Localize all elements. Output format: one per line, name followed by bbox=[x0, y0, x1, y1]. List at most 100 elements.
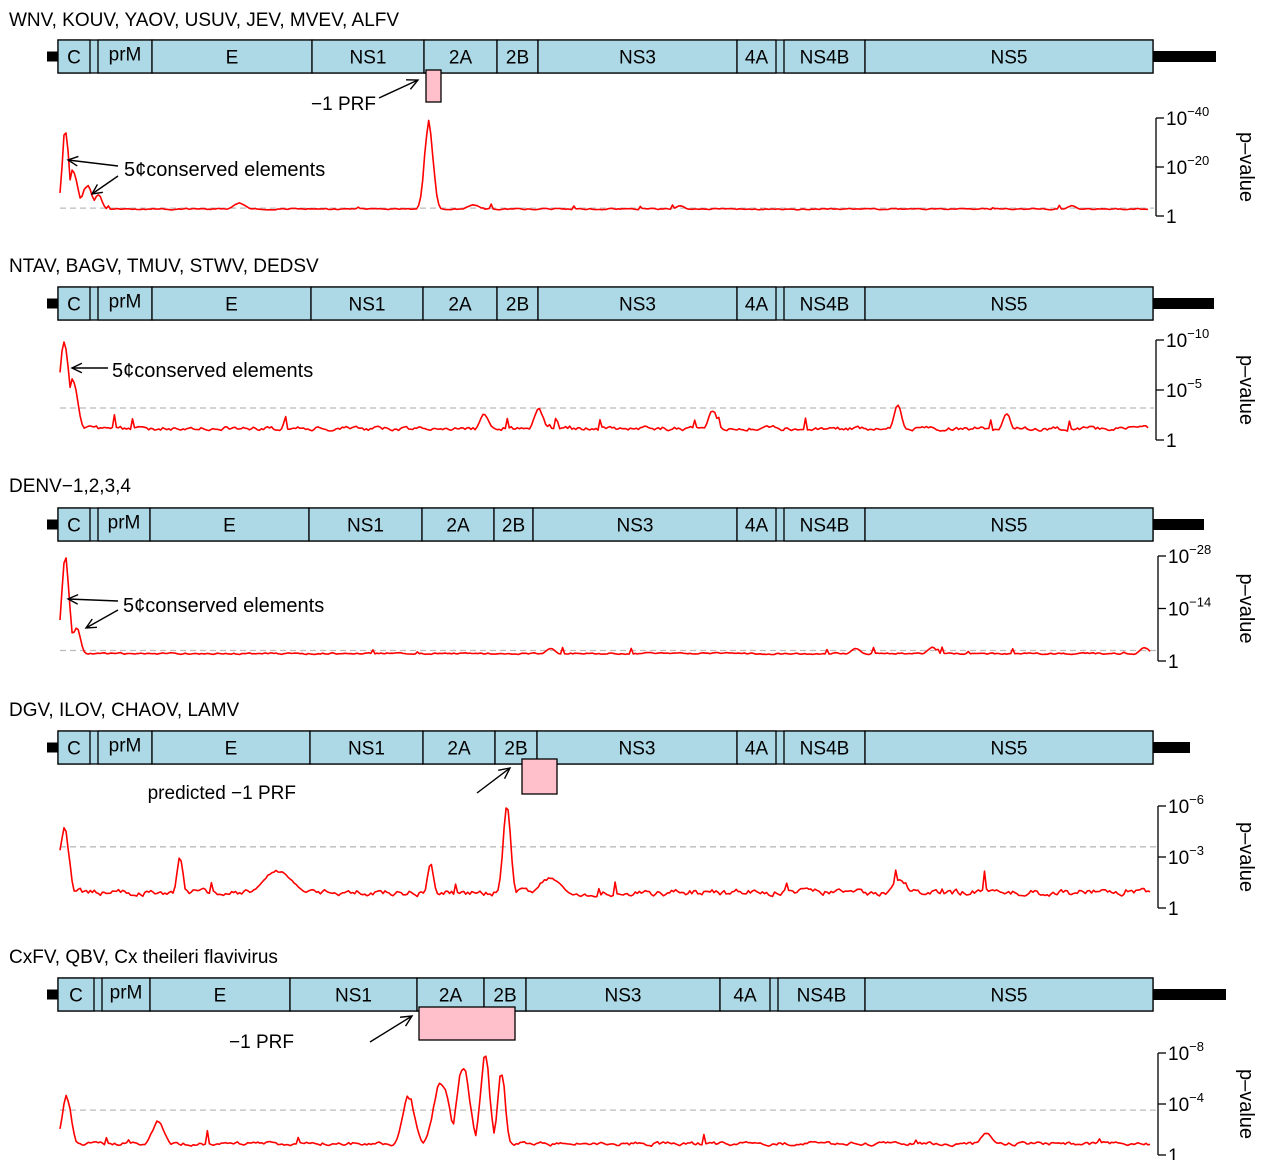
gene-box bbox=[736, 507, 777, 542]
tick-base: 10 bbox=[1168, 797, 1189, 818]
tick-exponent: −28 bbox=[1189, 542, 1211, 557]
panel-title: DENV−1,2,3,4 bbox=[9, 476, 131, 497]
gene-box bbox=[536, 730, 738, 765]
gene-box bbox=[783, 286, 866, 321]
gene-label: prM bbox=[108, 513, 141, 534]
panel-4: DGV, ILOV, CHAOV, LAMV C prM E NS1 2A 2B NS3 4A N… bbox=[9, 700, 1257, 920]
gene-box bbox=[311, 39, 425, 74]
pvalue-trace bbox=[59, 807, 1151, 898]
prf-arrowhead bbox=[405, 79, 420, 90]
annotation-arrow bbox=[91, 175, 119, 195]
gene-label: 2B bbox=[493, 986, 516, 1007]
gene-label: NS1 bbox=[348, 739, 385, 760]
y-tick-label: 10−40 bbox=[1166, 104, 1209, 130]
gene-label: 4A bbox=[745, 516, 769, 537]
y-tick-label: 1 bbox=[1168, 899, 1179, 920]
panel-title: DGV, ILOV, CHAOV, LAMV bbox=[9, 700, 240, 721]
gene-box bbox=[57, 730, 91, 765]
gene-label: NS5 bbox=[991, 739, 1028, 760]
gene-label: prM bbox=[109, 292, 142, 313]
gene-box bbox=[309, 730, 424, 765]
pvalue-trace bbox=[59, 557, 1151, 656]
gene-label: NS4B bbox=[800, 48, 850, 69]
gene-box bbox=[532, 507, 738, 542]
y-tick-label: 10−3 bbox=[1168, 843, 1204, 869]
gene-label: NS3 bbox=[619, 48, 656, 69]
axis-title: p–value bbox=[1235, 1069, 1257, 1139]
axis-title: p–value bbox=[1235, 355, 1257, 425]
tick-base: 10 bbox=[1168, 600, 1189, 621]
gene-box bbox=[151, 286, 312, 321]
gene-box bbox=[864, 39, 1154, 74]
prf-box bbox=[521, 758, 558, 795]
pvalue-trace bbox=[59, 1055, 1151, 1148]
gene-label: NS5 bbox=[991, 48, 1028, 69]
utr3-line bbox=[1153, 298, 1214, 309]
gene-label: NS3 bbox=[617, 516, 654, 537]
gene-box bbox=[421, 507, 495, 542]
gene-label: prM bbox=[109, 736, 142, 757]
gene-box bbox=[736, 730, 777, 765]
gene-box bbox=[422, 286, 498, 321]
gene-box bbox=[777, 977, 866, 1012]
y-tick-label: 10−5 bbox=[1166, 376, 1202, 402]
gene-label: 4A bbox=[745, 48, 769, 69]
gene-box bbox=[864, 730, 1154, 765]
gene-box bbox=[97, 730, 153, 765]
pvalue-trace bbox=[59, 119, 1148, 211]
gene-label: 4A bbox=[745, 295, 769, 316]
tick-base: 10 bbox=[1168, 1044, 1189, 1065]
gene-box bbox=[496, 286, 539, 321]
gene-box bbox=[864, 507, 1154, 542]
gene-label: E bbox=[223, 516, 236, 537]
gene-box bbox=[719, 977, 771, 1012]
tick-exponent: −3 bbox=[1189, 843, 1204, 858]
annotation-arrow bbox=[85, 609, 119, 629]
tick-base: 10 bbox=[1168, 1095, 1189, 1116]
gene-label: NS1 bbox=[347, 516, 384, 537]
y-tick-label: 1 bbox=[1166, 431, 1177, 452]
gene-label: C bbox=[69, 986, 83, 1007]
gene-label: NS4B bbox=[800, 516, 850, 537]
gene-label: NS5 bbox=[991, 986, 1028, 1007]
gene-label: 2B bbox=[506, 295, 529, 316]
annotation-label: 5¢conserved elements bbox=[123, 595, 324, 617]
gene-label: C bbox=[67, 739, 81, 760]
gene-label: 4A bbox=[745, 739, 769, 760]
tick-exponent: −20 bbox=[1187, 153, 1209, 168]
gene-label: C bbox=[67, 516, 81, 537]
gene-label: NS3 bbox=[605, 986, 642, 1007]
utr5-line bbox=[47, 51, 58, 62]
utr3-line bbox=[1153, 519, 1204, 530]
gene-label: 2A bbox=[449, 48, 473, 69]
y-tick-label: 1 bbox=[1168, 652, 1179, 673]
panel-1: WNV, KOUV, YAOV, USUV, JEV, MVEV, ALFV C p… bbox=[9, 10, 1257, 228]
tick-base: 1 bbox=[1166, 431, 1177, 452]
utr5-line bbox=[47, 298, 58, 309]
gene-box bbox=[310, 286, 424, 321]
utr5-line bbox=[47, 989, 58, 1000]
annotation-arrow bbox=[67, 598, 119, 602]
gene-box bbox=[864, 977, 1154, 1012]
tick-exponent: −6 bbox=[1189, 792, 1204, 807]
gene-box bbox=[57, 286, 91, 321]
y-tick-label: 1 bbox=[1166, 207, 1177, 228]
annotation-label: 5¢conserved elements bbox=[112, 360, 313, 382]
tick-base: 1 bbox=[1168, 652, 1179, 673]
tick-base: 10 bbox=[1166, 158, 1187, 179]
gene-box bbox=[423, 39, 498, 74]
gene-label: E bbox=[225, 739, 238, 760]
tick-base: 10 bbox=[1168, 547, 1189, 568]
gene-label: C bbox=[67, 48, 81, 69]
tick-base: 10 bbox=[1166, 109, 1187, 130]
gene-label: NS4B bbox=[797, 986, 847, 1007]
panel-5: CxFV, QBV, Cx theileri flavivirus C prM E NS… bbox=[9, 947, 1257, 1160]
gene-label: NS4B bbox=[800, 295, 850, 316]
gene-box bbox=[416, 977, 485, 1012]
annotation-arrowhead bbox=[70, 362, 83, 374]
pvalue-plot: 10−610−31p–value bbox=[59, 792, 1257, 920]
